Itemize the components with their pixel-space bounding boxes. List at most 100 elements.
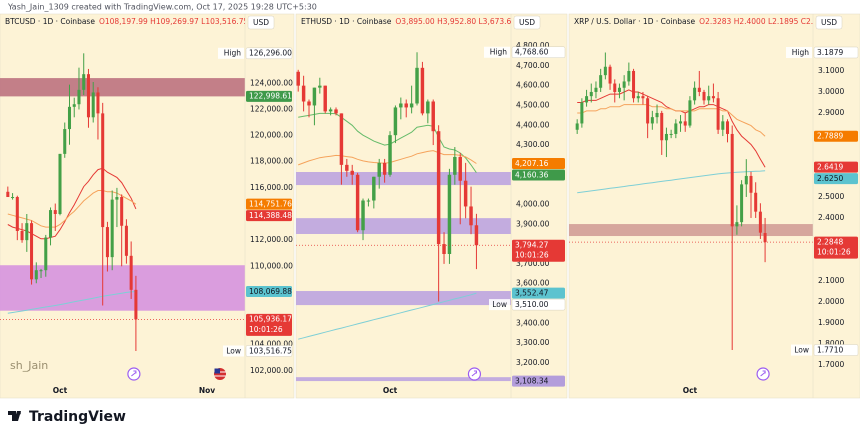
candle-body [110,199,114,258]
candle-body [86,74,90,118]
candle-body [328,109,333,112]
chart-panel: 3,200.00 3,300.00 3,400.00 3,600.00 3,700.00… [295,13,568,399]
candle-body [688,100,692,126]
candle-body [426,101,430,114]
price-tag-label: 122,998.61 [249,92,292,101]
price-tag-label: 103,516.75 [249,346,292,355]
plot-area [296,52,511,382]
candle-body [627,70,631,82]
price-tag [246,198,292,210]
chart-title: BTCUSD · 1D · Coinbase [5,17,95,26]
price-tag-label: 114,751.76 [249,199,292,208]
price-tag-label: 3.1879 [817,48,843,57]
candle-body [650,117,654,124]
tradingview-logo: TradingView [8,409,126,425]
price-tag [511,298,566,311]
candle-body [115,197,119,200]
candle-body [613,83,617,92]
y-tick-label: 3,200.00 [516,358,550,367]
caption-bg [786,46,812,58]
candle-body [716,98,720,130]
y-tick-label: 4,600.00 [516,81,550,90]
y-tick-label: 4,400.00 [516,120,550,129]
candle-body [6,191,10,198]
candle-body [355,174,360,231]
y-tick-label: 4,000.00 [516,199,550,208]
candle-body [664,133,668,141]
candle-body [608,66,612,84]
candle-body [589,91,593,97]
candle-body [372,176,376,201]
price-axis: 102,000.00 104,000.00 110,000.00 112,000.00… [244,14,293,398]
ohlc-values: O3,895.00 H3,952.80 L3,673.64 C... [395,17,530,26]
candle-body [594,87,598,92]
y-tick-label: 4,700.00 [516,61,550,70]
candle-body [404,103,408,108]
candle-body [34,270,38,280]
candle-body [683,121,687,126]
candle-body [53,210,57,215]
candle-body [646,98,650,124]
replay-icon-arrow [471,370,478,377]
moving-average [577,104,766,137]
ohlc-values: O2.3283 H2.4000 L2.1895 C2.2848 [699,17,832,26]
y-tick-label: 112,000.00 [250,235,293,244]
currency: USD [821,18,837,27]
chart-title: ETHUSD · 1D · Coinbase [301,17,392,26]
candle-body [442,244,446,254]
candle-body [388,135,392,175]
candle-body [711,96,715,99]
candle-body [409,103,414,108]
y-tick-label: 4,500.00 [516,100,550,109]
candle-body [67,106,72,130]
y-tick-label: 118,000.00 [250,157,293,166]
candle-body [721,121,725,130]
y-tick-label: 3,900.00 [516,219,550,228]
candle-body [339,113,344,165]
candle-body [393,107,398,136]
price-axis: 3,200.00 3,300.00 3,400.00 3,600.00 3,700.00… [510,14,566,398]
caption-bg [791,344,812,356]
candle-body [361,200,365,231]
candle-body [129,255,133,290]
price-tag [813,46,859,59]
zone [296,291,511,306]
caption-bg [218,47,244,59]
candle-body [447,174,452,254]
candle-body [58,153,62,215]
candle-body [20,230,24,241]
countdown: 10:01:26 [817,248,851,257]
candle-body [585,96,589,103]
candle-body [44,237,48,271]
price-tag-label: 108,069.88 [249,287,292,296]
candle-body [749,175,753,193]
chart-panel: 1.7000 1.8000 1.9000 2.0000 2.1000 2.4000 2.50… [568,13,860,399]
candle-body [603,66,607,76]
candle-body [105,227,109,258]
candle-body [702,91,706,101]
candle-body [11,197,15,199]
candle-body [674,123,678,134]
candle-body [366,200,371,202]
panel-background [295,13,568,399]
currency: USD [519,18,535,27]
price-axis: 1.7000 1.8000 1.9000 2.0000 2.1000 2.4000 2.50… [812,14,859,398]
footer-text: TradingView [29,409,126,425]
candle-body [345,164,349,171]
candle-body [636,96,640,99]
price-tag [512,239,565,262]
y-tick-label: 102,000.00 [250,366,293,375]
price-tag [246,285,292,297]
candle-body [82,74,86,90]
candle-body [436,131,441,245]
y-tick-label: 3,300.00 [516,338,550,347]
candle-body [101,113,105,228]
price-tag-label: 126,296.00 [249,49,292,58]
chart-panel: 102,000.00 104,000.00 110,000.00 112,000.00… [0,13,295,399]
currency: USD [253,18,269,27]
candle-body [632,70,636,99]
candle-body [96,92,100,114]
price-caption: High [224,49,241,58]
y-tick-label: 4,800.00 [516,41,550,50]
